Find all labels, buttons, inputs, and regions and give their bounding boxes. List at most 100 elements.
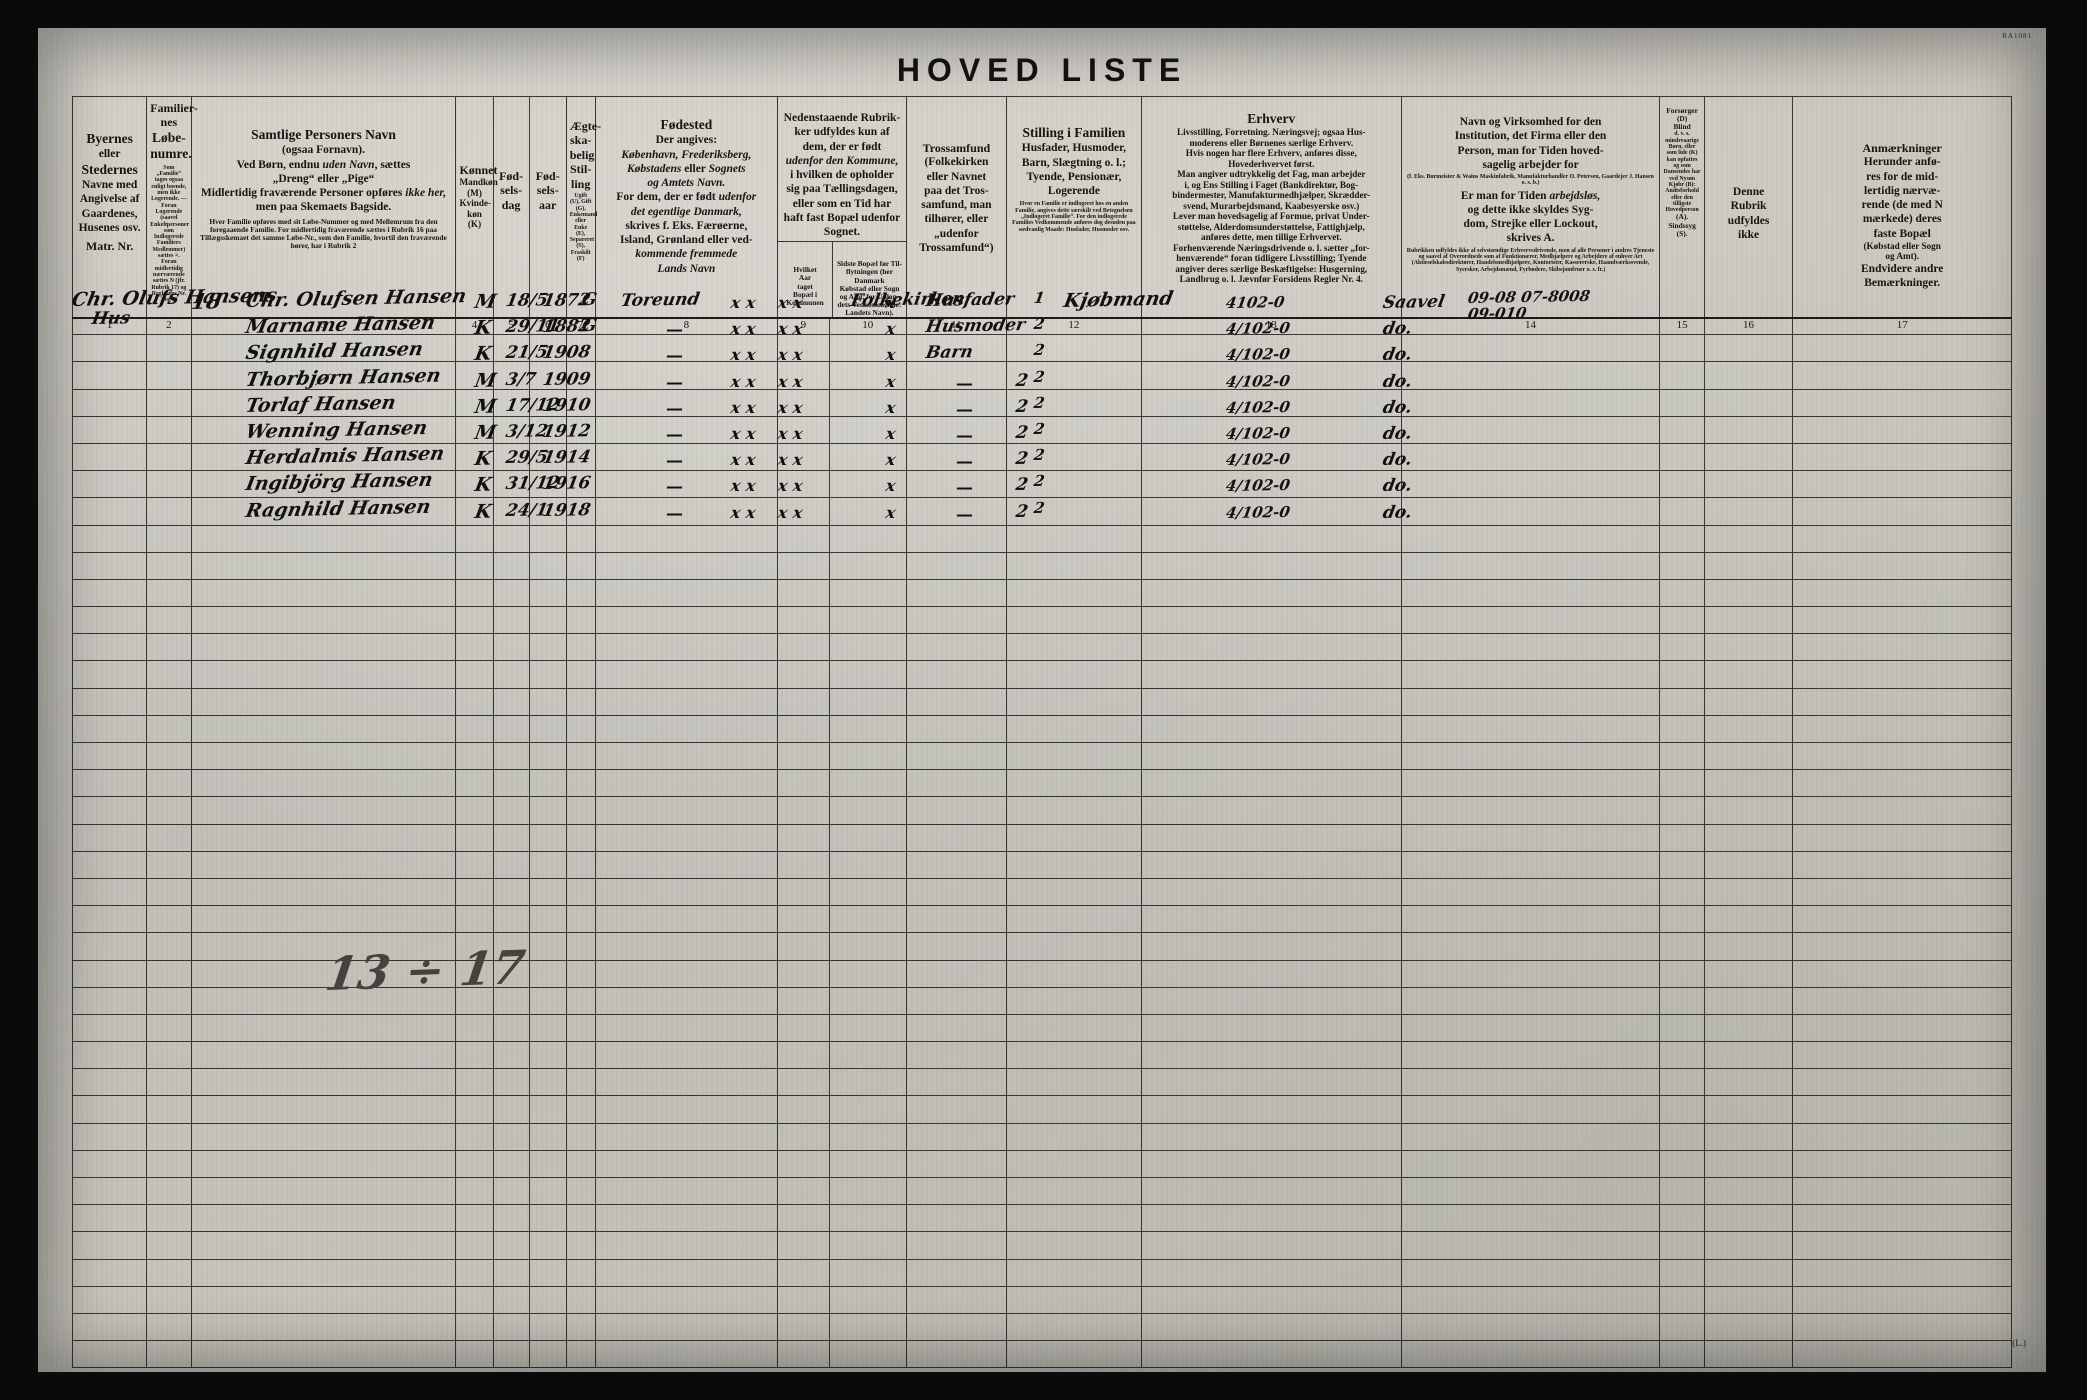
cell-c11[interactable] bbox=[905, 1231, 1007, 1260]
cell-c8[interactable] bbox=[594, 742, 779, 771]
cell-c13[interactable] bbox=[1140, 1177, 1402, 1206]
cell-c5[interactable] bbox=[492, 850, 530, 879]
cell-c2[interactable] bbox=[146, 1340, 192, 1369]
cell-c8[interactable] bbox=[594, 905, 779, 934]
cell-c2[interactable] bbox=[146, 1122, 192, 1151]
cell-c12[interactable] bbox=[1005, 633, 1142, 662]
cell-c15[interactable] bbox=[1659, 334, 1705, 363]
cell-c5[interactable] bbox=[492, 714, 530, 744]
cell-c15[interactable] bbox=[1659, 986, 1705, 1015]
cell-c14[interactable] bbox=[1400, 1095, 1661, 1124]
cell-c12[interactable] bbox=[1005, 660, 1142, 689]
cell-c14[interactable] bbox=[1400, 687, 1661, 716]
cell-c13[interactable] bbox=[1140, 1149, 1402, 1179]
cell-c13[interactable] bbox=[1140, 1340, 1402, 1369]
cell-c7[interactable] bbox=[565, 334, 596, 363]
cell-c7[interactable] bbox=[565, 796, 596, 825]
cell-c16[interactable] bbox=[1703, 578, 1794, 608]
cell-c7[interactable] bbox=[565, 1340, 596, 1369]
cell-c16[interactable] bbox=[1703, 606, 1794, 635]
cell-c7[interactable] bbox=[565, 1122, 596, 1151]
cell-c16[interactable] bbox=[1703, 796, 1794, 825]
cell-c14[interactable] bbox=[1400, 769, 1661, 798]
cell-c3[interactable] bbox=[190, 578, 457, 608]
cell-c4[interactable] bbox=[455, 959, 494, 988]
cell-c9[interactable] bbox=[777, 1041, 830, 1070]
cell-c6[interactable] bbox=[528, 796, 567, 825]
cell-c9[interactable] bbox=[777, 714, 830, 744]
cell-c7[interactable] bbox=[565, 660, 596, 689]
cell-c1[interactable] bbox=[71, 932, 148, 961]
cell-c4[interactable] bbox=[455, 1068, 494, 1097]
cell-c4[interactable] bbox=[455, 986, 494, 1015]
cell-c16[interactable] bbox=[1703, 959, 1794, 988]
cell-c1[interactable] bbox=[71, 578, 148, 608]
cell-c2[interactable] bbox=[146, 361, 192, 390]
cell-c9[interactable] bbox=[777, 959, 830, 988]
cell-c17[interactable] bbox=[1792, 959, 2012, 988]
cell-c2[interactable] bbox=[146, 1041, 192, 1070]
cell-c14[interactable] bbox=[1400, 1068, 1661, 1097]
cell-c10[interactable] bbox=[828, 1122, 907, 1151]
cell-c10[interactable] bbox=[828, 1013, 907, 1043]
cell-c16[interactable] bbox=[1703, 986, 1794, 1015]
cell-c4[interactable] bbox=[455, 606, 494, 635]
cell-c4[interactable] bbox=[455, 497, 494, 526]
cell-c14[interactable] bbox=[1400, 1013, 1661, 1043]
empty-table-row[interactable] bbox=[71, 850, 2012, 879]
cell-c14[interactable] bbox=[1400, 823, 1661, 852]
cell-c10[interactable] bbox=[828, 633, 907, 662]
cell-c3[interactable] bbox=[190, 905, 457, 934]
cell-c4[interactable] bbox=[455, 524, 494, 553]
cell-c2[interactable] bbox=[146, 633, 192, 662]
cell-c15[interactable] bbox=[1659, 714, 1705, 744]
cell-c7[interactable] bbox=[565, 1095, 596, 1124]
cell-c7[interactable] bbox=[565, 578, 596, 608]
cell-c13[interactable] bbox=[1140, 606, 1402, 635]
cell-c8[interactable] bbox=[594, 714, 779, 744]
cell-c1[interactable] bbox=[71, 361, 148, 390]
cell-c17[interactable] bbox=[1792, 714, 2012, 744]
cell-c15[interactable] bbox=[1659, 1177, 1705, 1206]
empty-table-row[interactable] bbox=[71, 1122, 2012, 1151]
cell-c6[interactable] bbox=[528, 877, 567, 907]
cell-c7[interactable] bbox=[565, 905, 596, 934]
cell-c13[interactable] bbox=[1140, 442, 1402, 472]
empty-table-row[interactable] bbox=[71, 606, 2012, 635]
cell-c6[interactable] bbox=[528, 1177, 567, 1206]
cell-c2[interactable] bbox=[146, 959, 192, 988]
cell-c6[interactable] bbox=[528, 497, 567, 526]
cell-c7[interactable] bbox=[565, 633, 596, 662]
empty-table-row[interactable] bbox=[71, 1177, 2012, 1206]
cell-c11[interactable] bbox=[905, 497, 1007, 526]
cell-c8[interactable] bbox=[594, 959, 779, 988]
cell-c14[interactable] bbox=[1400, 1204, 1661, 1233]
cell-c8[interactable] bbox=[594, 1177, 779, 1206]
cell-c12[interactable] bbox=[1005, 1177, 1142, 1206]
cell-c8[interactable] bbox=[594, 1340, 779, 1369]
cell-c8[interactable] bbox=[594, 1122, 779, 1151]
cell-c10[interactable] bbox=[828, 1340, 907, 1369]
cell-c7[interactable] bbox=[565, 524, 596, 553]
cell-c1[interactable] bbox=[71, 633, 148, 662]
cell-c12[interactable] bbox=[1005, 877, 1142, 907]
cell-c9[interactable] bbox=[777, 796, 830, 825]
cell-c3[interactable] bbox=[190, 1231, 457, 1260]
cell-c12[interactable] bbox=[1005, 823, 1142, 852]
cell-c15[interactable] bbox=[1659, 1340, 1705, 1369]
cell-c4[interactable] bbox=[455, 1041, 494, 1070]
empty-table-row[interactable] bbox=[71, 1095, 2012, 1124]
cell-c9[interactable] bbox=[777, 823, 830, 852]
cell-c13[interactable] bbox=[1140, 1095, 1402, 1124]
cell-c3[interactable] bbox=[190, 1204, 457, 1233]
cell-c6[interactable] bbox=[528, 1312, 567, 1342]
cell-c1[interactable] bbox=[71, 606, 148, 635]
cell-c15[interactable] bbox=[1659, 687, 1705, 716]
cell-c4[interactable] bbox=[455, 334, 494, 363]
cell-c11[interactable] bbox=[905, 1258, 1007, 1287]
cell-c16[interactable] bbox=[1703, 1041, 1794, 1070]
cell-c15[interactable] bbox=[1659, 1149, 1705, 1179]
cell-c7[interactable] bbox=[565, 850, 596, 879]
cell-c10[interactable] bbox=[828, 823, 907, 852]
cell-c12[interactable] bbox=[1005, 1258, 1142, 1287]
